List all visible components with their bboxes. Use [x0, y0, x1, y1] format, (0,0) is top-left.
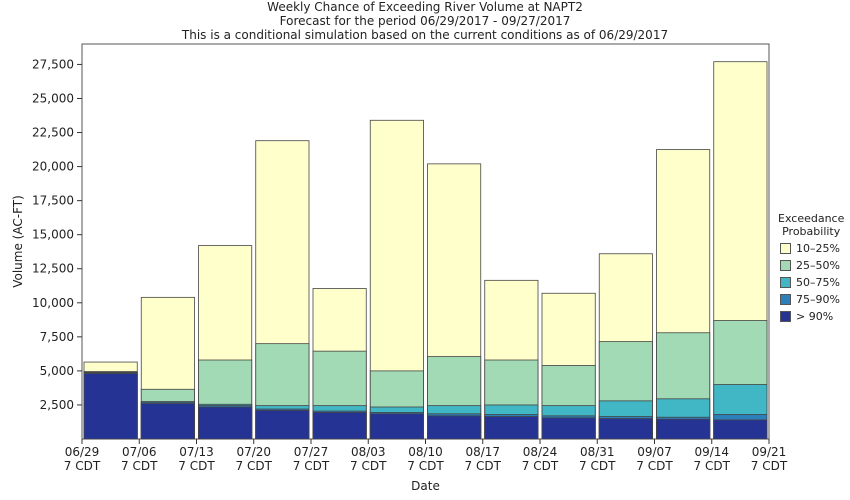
- y-tick-label: 27,500: [32, 57, 74, 71]
- bar-segment: [140, 403, 195, 440]
- bar-segment: [83, 373, 138, 440]
- x-tick-suffix: 7 CDT: [236, 459, 273, 473]
- chart-title-line3: This is a conditional simulation based o…: [181, 28, 669, 42]
- legend-item: 75–90%: [778, 293, 844, 306]
- legend-label: 75–90%: [796, 293, 840, 306]
- x-tick-date: 07/20: [236, 445, 271, 459]
- x-tick-suffix: 7 CDT: [121, 459, 158, 473]
- x-tick-date: 09/21: [752, 445, 787, 459]
- x-tick-suffix: 7 CDT: [465, 459, 502, 473]
- chart-title-line1: Weekly Chance of Exceeding River Volume …: [267, 0, 583, 14]
- x-tick-suffix: 7 CDT: [178, 459, 215, 473]
- bar-segment: [541, 417, 596, 440]
- legend-label: 10–25%: [796, 242, 840, 255]
- bar-segment: [369, 413, 424, 440]
- y-tick-label: 15,000: [32, 228, 74, 242]
- x-tick-date: 09/07: [637, 445, 672, 459]
- x-tick-date: 07/13: [179, 445, 214, 459]
- x-tick-suffix: 7 CDT: [751, 459, 788, 473]
- legend-swatch: [780, 311, 791, 322]
- bar-segment: [598, 418, 653, 440]
- bar-segment: [713, 419, 768, 440]
- legend-item: 25–50%: [778, 259, 844, 272]
- x-tick-suffix: 7 CDT: [64, 459, 101, 473]
- x-tick-suffix: 7 CDT: [579, 459, 616, 473]
- x-axis-label: Date: [411, 479, 440, 493]
- y-tick-label: 2,500: [40, 398, 74, 412]
- y-tick-label: 12,500: [32, 262, 74, 276]
- legend-label: 25–50%: [796, 259, 840, 272]
- y-tick-label: 5,000: [40, 364, 74, 378]
- y-tick-label: 10,000: [32, 296, 74, 310]
- x-tick-date: 07/06: [122, 445, 157, 459]
- bar-segment: [427, 415, 482, 440]
- y-tick-label: 17,500: [32, 194, 74, 208]
- y-tick-label: 7,500: [40, 330, 74, 344]
- plot-area: [81, 43, 770, 440]
- legend-label: > 90%: [796, 310, 834, 323]
- y-tick-label: 25,000: [32, 91, 74, 105]
- bar-segment: [312, 412, 367, 440]
- legend-item: 50–75%: [778, 276, 844, 289]
- chart-title-line2: Forecast for the period 06/29/2017 - 09/…: [279, 14, 571, 28]
- x-tick-suffix: 7 CDT: [293, 459, 330, 473]
- legend-swatch: [780, 277, 791, 288]
- bar-segment: [255, 409, 310, 440]
- x-tick-suffix: 7 CDT: [694, 459, 731, 473]
- legend: Exceedance Probability 10–25% 25–50% 50–75…: [778, 212, 844, 323]
- x-tick-date: 08/24: [523, 445, 558, 459]
- x-tick-date: 09/14: [694, 445, 729, 459]
- x-tick-date: 08/17: [465, 445, 500, 459]
- bar-segment: [484, 416, 539, 440]
- legend-item: > 90%: [778, 310, 844, 323]
- legend-label: 50–75%: [796, 276, 840, 289]
- y-tick-label: 20,000: [32, 160, 74, 174]
- x-tick-suffix: 7 CDT: [407, 459, 444, 473]
- legend-swatch: [780, 260, 791, 271]
- x-tick-suffix: 7 CDT: [636, 459, 673, 473]
- legend-item: 10–25%: [778, 242, 844, 255]
- x-tick-date: 07/27: [294, 445, 329, 459]
- x-tick-date: 08/31: [580, 445, 615, 459]
- x-tick-suffix: 7 CDT: [350, 459, 387, 473]
- legend-swatch: [780, 243, 791, 254]
- bar-segment: [656, 418, 711, 440]
- x-tick-suffix: 7 CDT: [522, 459, 559, 473]
- bar-segment: [198, 406, 253, 440]
- legend-title-line2: Probability: [782, 225, 841, 238]
- x-tick-date: 08/03: [351, 445, 386, 459]
- x-tick-date: 08/10: [408, 445, 443, 459]
- legend-swatch: [780, 294, 791, 305]
- x-tick-date: 06/29: [65, 445, 100, 459]
- legend-title-line1: Exceedance: [778, 212, 845, 225]
- y-axis-label: Volume (AC-FT): [11, 195, 25, 288]
- y-tick-label: 22,500: [32, 126, 74, 140]
